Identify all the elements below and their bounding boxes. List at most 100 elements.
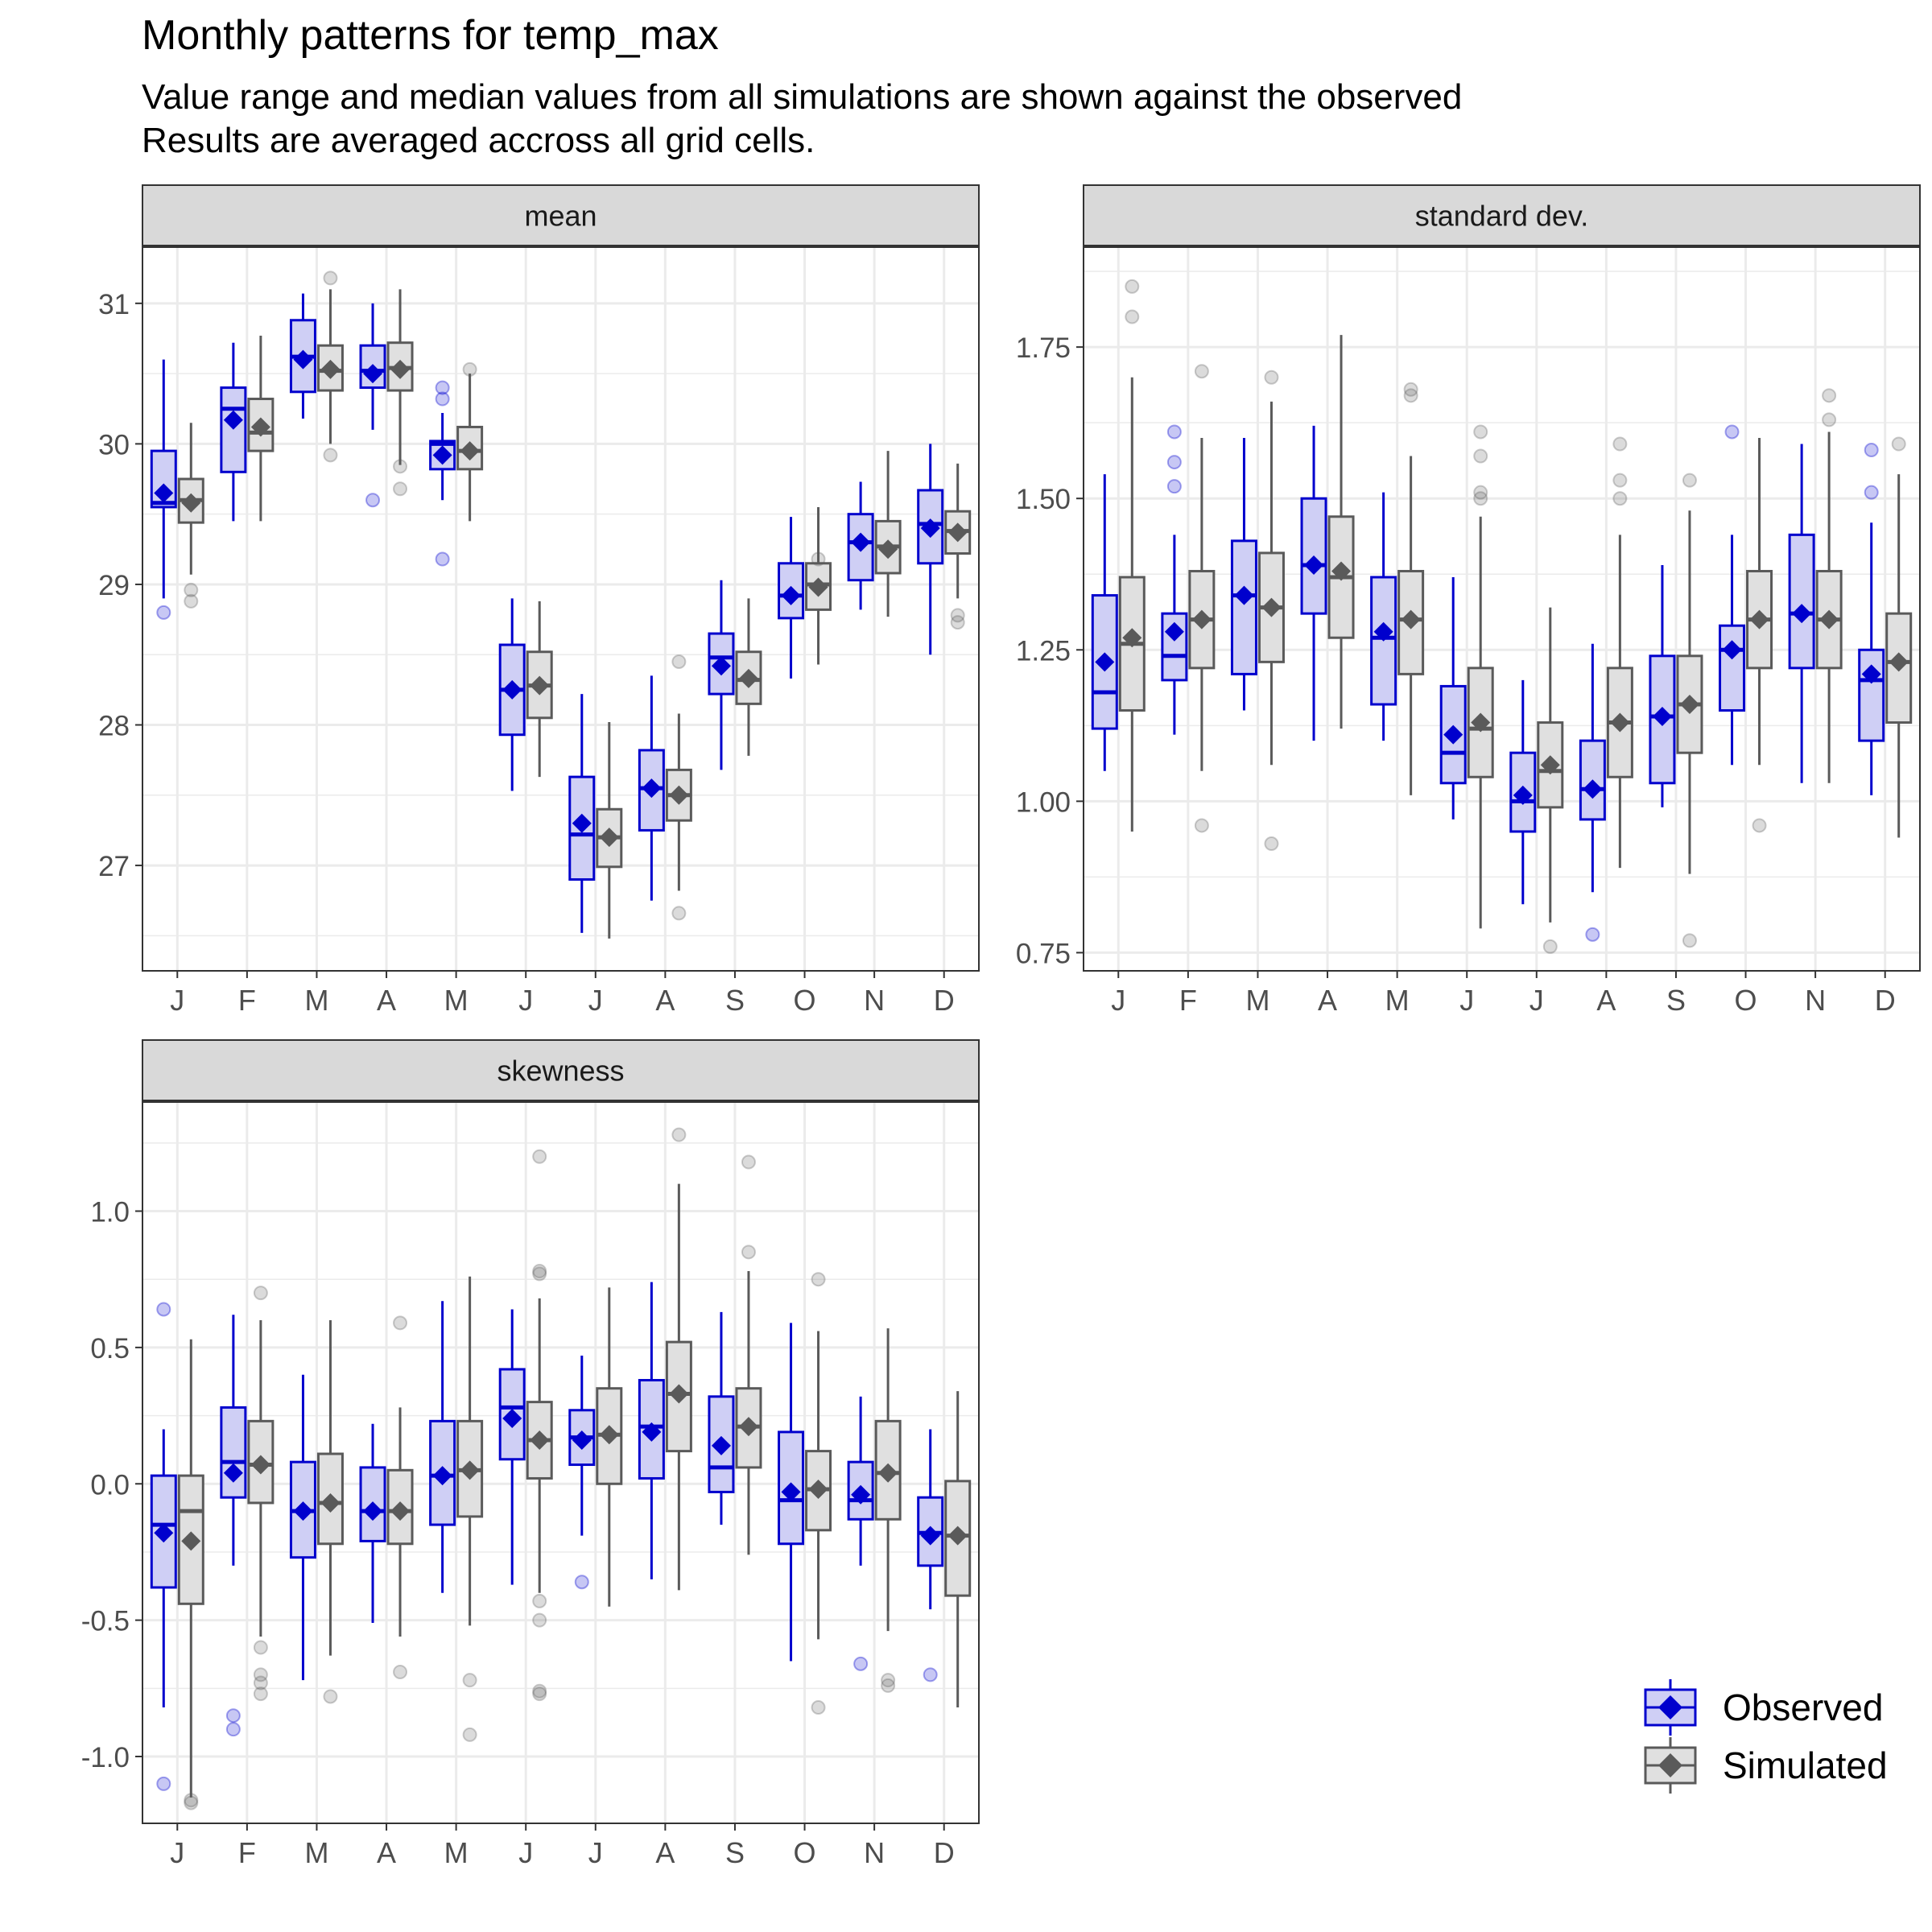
simulated-outlier-point	[1473, 424, 1488, 440]
simulated-outlier-point	[532, 1686, 547, 1702]
simulated-box	[1537, 607, 1564, 954]
observed-box	[1370, 492, 1397, 741]
observed-mean-marker	[781, 585, 801, 605]
simulated-outlier-point	[1473, 485, 1488, 500]
simulated-box	[665, 654, 692, 921]
simulated-box	[316, 270, 344, 463]
simulated-iqr-box	[1397, 569, 1425, 675]
y-tick-label: 1.75	[1016, 332, 1071, 364]
x-tick-label: N	[864, 1836, 885, 1869]
observed-mean-marker	[851, 1484, 871, 1505]
simulated-box	[247, 1286, 275, 1702]
simulated-outlier-point	[532, 1266, 547, 1282]
x-tick-label: M	[304, 984, 328, 1017]
observed-box	[708, 580, 735, 770]
observed-mean-marker	[642, 778, 662, 799]
observed-outlier-point	[156, 605, 171, 620]
observed-mean-marker	[223, 1463, 243, 1483]
y-tick-label: 1.50	[1016, 484, 1071, 515]
simulated-mean-marker	[1610, 712, 1630, 733]
simulated-mean-marker	[530, 675, 550, 696]
simulated-mean-marker	[599, 828, 619, 848]
observed-box	[289, 293, 316, 419]
observed-outlier-point	[1585, 927, 1600, 942]
simulated-mean-marker	[947, 1525, 968, 1546]
x-tick-label: O	[1735, 984, 1757, 1017]
simulated-mean-marker	[1191, 609, 1212, 630]
x-tick-label: M	[444, 1836, 469, 1869]
simulated-mean-marker	[1261, 597, 1282, 617]
legend-item-simulated: Simulated	[1642, 1736, 1888, 1794]
x-tick-label: N	[864, 984, 885, 1017]
observed-box	[1439, 577, 1467, 819]
simulated-box	[1676, 473, 1703, 948]
observed-box	[498, 1309, 526, 1585]
simulated-outlier-point	[532, 1149, 547, 1164]
facet-strip	[142, 1039, 980, 1101]
simulated-outlier-point	[184, 1793, 199, 1808]
simulated-outlier-point	[253, 1667, 268, 1682]
simulated-box	[874, 451, 902, 617]
x-tick-label: J	[588, 984, 603, 1017]
observed-mean-marker	[154, 483, 174, 503]
simulated-outlier-point	[253, 1686, 268, 1702]
y-tick-label: 28	[98, 711, 130, 742]
simulated-mean-marker	[669, 785, 689, 805]
observed-box	[778, 1323, 805, 1662]
simulated-outlier-point	[881, 1673, 896, 1688]
simulated-outlier-point	[532, 1683, 547, 1699]
legend-label-observed: Observed	[1723, 1686, 1884, 1728]
simulated-box	[456, 1276, 484, 1742]
observed-outlier-point	[365, 493, 381, 508]
observed-iqr-box	[1858, 648, 1885, 742]
y-tick-label: -0.5	[81, 1606, 130, 1637]
observed-box	[220, 342, 247, 522]
observed-box	[708, 1311, 735, 1525]
simulated-outlier-point	[184, 582, 199, 597]
observed-outlier-point	[435, 391, 450, 407]
simulated-box	[735, 598, 762, 756]
x-tick-label: S	[725, 984, 745, 1017]
simulated-mean-marker	[808, 1480, 828, 1500]
x-tick-label: O	[794, 1836, 816, 1869]
observed-iqr-box	[220, 1406, 247, 1499]
legend-item-observed: Observed	[1642, 1678, 1888, 1736]
observed-mean-marker	[711, 1435, 731, 1455]
simulated-outlier-point	[253, 1675, 268, 1690]
facet-strip-label: skewness	[497, 1055, 624, 1088]
simulated-mean-marker	[1471, 712, 1491, 733]
observed-mean-marker	[363, 364, 383, 384]
observed-box	[917, 444, 944, 655]
simulated-outlier-point	[1473, 448, 1488, 464]
simulated-mean-marker	[1819, 609, 1839, 630]
y-tick-label: 29	[98, 570, 130, 601]
simulated-outlier-point	[741, 1245, 756, 1260]
observed-box	[150, 1302, 177, 1791]
observed-mean-marker	[572, 813, 592, 833]
x-tick-label: A	[377, 1836, 396, 1869]
facet-strip	[1083, 184, 1921, 246]
simulated-outlier-point	[1822, 388, 1837, 403]
observed-box	[568, 694, 596, 933]
simulated-box	[1397, 382, 1425, 795]
simulated-box	[1815, 388, 1843, 783]
simulated-box	[1467, 424, 1494, 929]
simulated-mean-marker	[390, 359, 411, 379]
observed-box	[289, 1374, 316, 1681]
simulated-outlier-point	[184, 1795, 199, 1810]
simulated-outlier-point	[811, 1700, 826, 1715]
y-tick-label: 27	[98, 851, 130, 882]
observed-box	[429, 380, 456, 567]
observed-box	[1161, 424, 1188, 735]
observed-box	[778, 517, 805, 679]
simulated-outlier-point	[393, 1664, 408, 1679]
x-tick-label: D	[1875, 984, 1896, 1017]
simulated-outlier-point	[1682, 933, 1697, 948]
simulated-outlier-point	[950, 608, 965, 623]
simulated-box	[805, 506, 832, 665]
observed-mean-marker	[1583, 779, 1603, 799]
observed-mean-marker	[781, 1482, 801, 1502]
simulated-mean-marker	[1540, 755, 1560, 775]
simulated-outlier-point	[462, 361, 477, 377]
